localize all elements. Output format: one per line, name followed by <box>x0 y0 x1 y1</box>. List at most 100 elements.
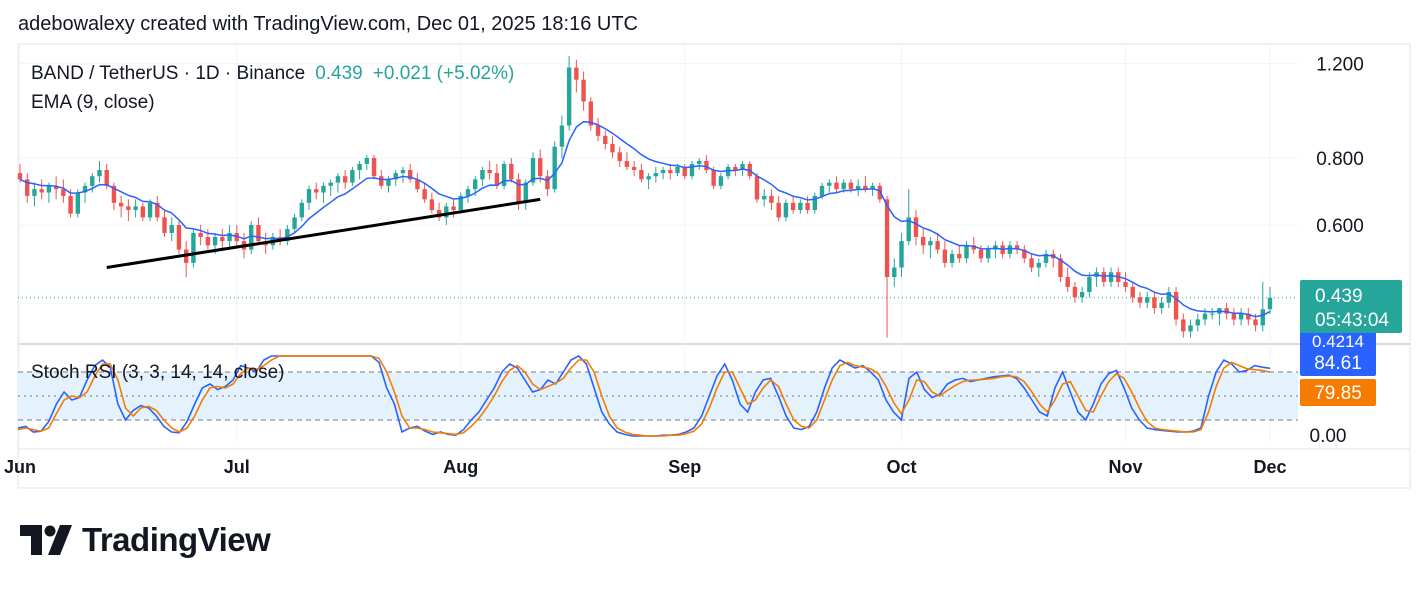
candle <box>668 163 673 180</box>
candle-body <box>653 173 659 177</box>
candle-body <box>689 163 695 177</box>
candle <box>61 179 66 203</box>
candle-body <box>617 152 622 161</box>
candle <box>957 245 962 263</box>
candle <box>790 195 796 214</box>
candle-body <box>538 158 543 177</box>
candle-body <box>711 170 716 186</box>
candle <box>834 176 839 193</box>
candle <box>458 192 463 214</box>
candle <box>827 179 832 193</box>
candle-body <box>559 125 565 147</box>
price-tick-label: 1.200 <box>1316 55 1364 76</box>
candle-body <box>473 179 478 190</box>
candle <box>1022 245 1027 263</box>
candle <box>465 185 471 203</box>
candle <box>660 166 666 180</box>
candle <box>1231 308 1237 326</box>
candle-body <box>913 217 919 237</box>
legend-symbol: BAND / TetherUS · 1D · Binance <box>31 63 305 84</box>
candle-body <box>198 232 203 237</box>
candle <box>1065 267 1070 293</box>
candle-body <box>855 185 861 190</box>
candle-body <box>812 195 817 211</box>
candle <box>1079 286 1085 303</box>
candle-body <box>870 185 875 190</box>
candle-body <box>798 202 803 211</box>
candle-body <box>1137 297 1143 303</box>
candle <box>429 192 435 214</box>
candle <box>1238 308 1244 326</box>
candle <box>25 173 30 203</box>
candle-body <box>314 189 319 193</box>
candle <box>1014 241 1020 254</box>
support-trendline <box>106 197 541 269</box>
candle-body <box>1188 325 1193 332</box>
candle-body <box>299 202 304 218</box>
candle-body <box>863 185 868 190</box>
candle <box>299 199 304 222</box>
candle-body <box>90 176 95 186</box>
time-label: Jun <box>4 457 36 477</box>
candle-body <box>61 189 66 196</box>
candle-body <box>249 225 254 250</box>
candle <box>53 176 59 200</box>
legend-line: BAND / TetherUS · 1D · Binance 0.439 +0.02… <box>31 63 514 84</box>
candle-body <box>1209 313 1215 315</box>
candle <box>422 182 427 203</box>
candle <box>783 199 789 222</box>
candle <box>1159 297 1164 314</box>
candle-body <box>407 170 413 180</box>
stoch-k-label: 84.61 <box>1314 353 1362 374</box>
stoch-band-fill <box>18 372 1298 420</box>
candle-body <box>39 189 44 193</box>
time-label: Aug <box>443 457 478 477</box>
candle-body <box>740 163 745 171</box>
stoch-d-badge <box>1300 379 1376 406</box>
candle <box>624 152 630 171</box>
candle-body <box>675 166 680 174</box>
grid <box>17 43 1411 489</box>
candle <box>1101 267 1107 287</box>
candle-body <box>1231 313 1237 320</box>
stoch-d-label: 79.85 <box>1314 383 1362 404</box>
candle-body <box>1007 245 1013 254</box>
axes: Jun Jul Aug Sep Oct Nov Dec 1.200 0.800 0.600 0.42… <box>4 55 1402 477</box>
candle <box>718 173 724 190</box>
candle <box>530 152 536 186</box>
candle <box>1043 249 1049 268</box>
candle-body <box>451 206 456 211</box>
candle-body <box>639 170 644 180</box>
candle-body <box>465 189 471 196</box>
candle <box>1144 292 1150 309</box>
candle <box>769 189 774 211</box>
candle <box>1087 272 1092 298</box>
candle-body <box>501 163 507 186</box>
candle-body <box>68 195 73 214</box>
candle <box>328 179 333 196</box>
candle-body <box>1058 258 1063 278</box>
candle-body <box>292 217 297 229</box>
candle-body <box>1166 292 1172 303</box>
candle <box>696 158 702 171</box>
candle <box>234 225 239 246</box>
candle-body <box>256 225 261 242</box>
candle-body <box>1130 286 1135 298</box>
time-label: Jul <box>224 457 250 477</box>
candle-body <box>819 185 825 196</box>
candle-body <box>328 182 333 186</box>
tradingview-logo[interactable]: TradingView <box>20 520 271 560</box>
candle-body <box>1144 297 1150 303</box>
candle <box>155 195 160 222</box>
legend-ema: EMA (9, close) <box>31 92 155 113</box>
candle-body <box>660 170 666 174</box>
candle <box>913 210 919 246</box>
candle-body <box>1014 245 1020 250</box>
candle-body <box>212 236 218 246</box>
legend-change: +0.021 (+5.02%) <box>373 63 515 84</box>
candle <box>892 258 897 287</box>
candle <box>436 202 442 222</box>
chart-canvas[interactable]: BAND / TetherUS · 1D · Binance 0.439 +0.02… <box>0 0 1428 500</box>
brand-name: TradingView <box>82 521 271 558</box>
candle-body <box>827 182 832 186</box>
